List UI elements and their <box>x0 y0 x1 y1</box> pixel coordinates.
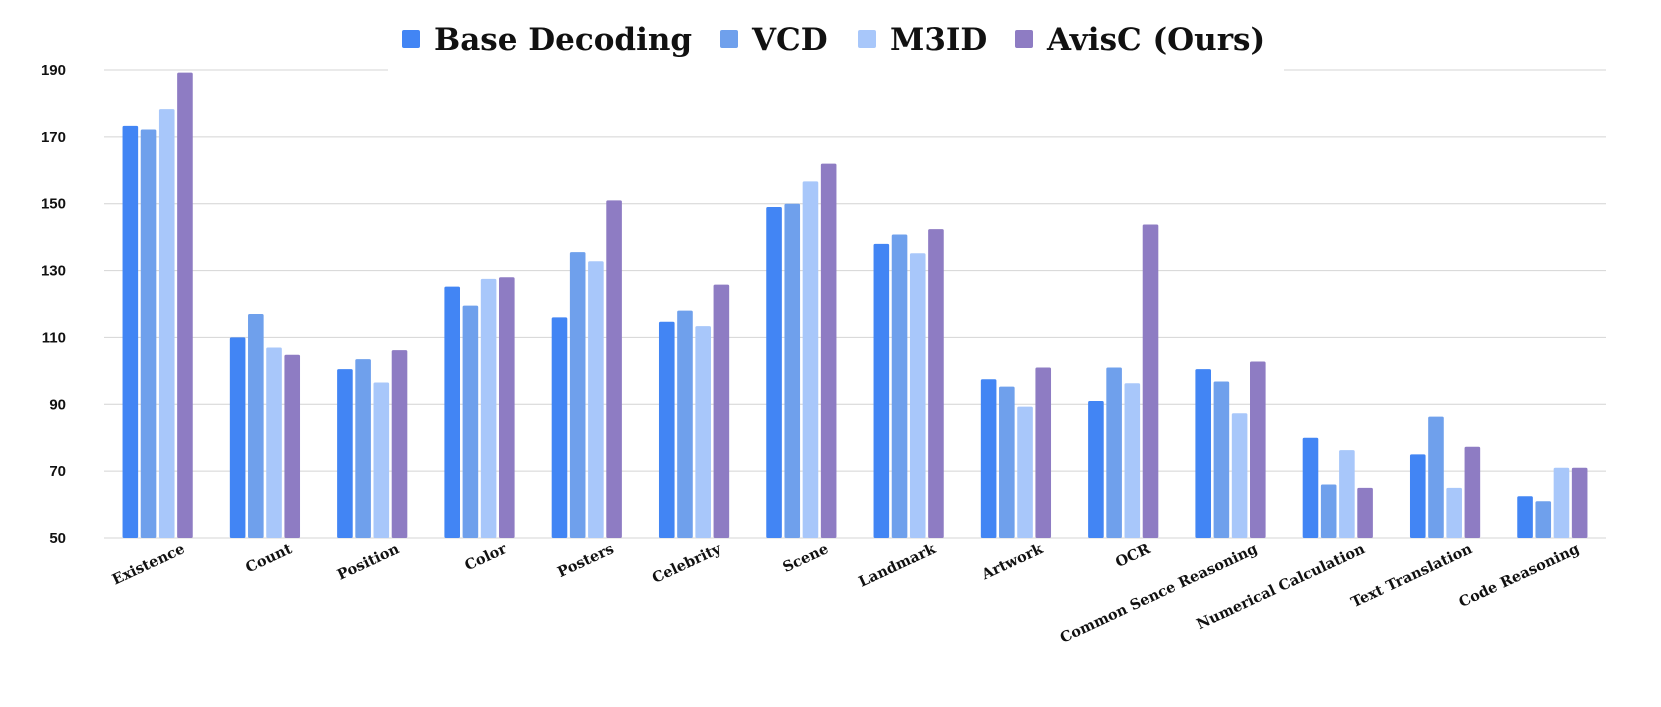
bar <box>1446 487 1462 538</box>
bar <box>373 382 390 538</box>
bar <box>873 243 890 539</box>
x-tick-label: Common Sence Reasoning <box>1057 540 1260 647</box>
legend-swatch <box>1015 30 1033 48</box>
gridlines <box>104 69 1606 539</box>
legend-label: VCD <box>751 22 828 58</box>
x-tick-label: Position <box>335 540 403 584</box>
bar <box>1535 501 1552 538</box>
bar <box>355 359 371 538</box>
bar <box>1409 454 1426 538</box>
bar <box>677 310 693 538</box>
bar <box>284 354 301 538</box>
x-tick-label: Numerical Calculation <box>1194 540 1368 633</box>
bar <box>248 314 264 538</box>
bar <box>1106 367 1122 538</box>
bar <box>499 277 515 538</box>
x-tick-label: Color <box>462 540 509 574</box>
bar <box>909 253 926 538</box>
bar <box>1320 484 1337 538</box>
y-tick-label: 170 <box>41 129 66 146</box>
bars <box>122 72 1588 539</box>
bar <box>695 326 711 538</box>
bar <box>1553 467 1570 538</box>
bar <box>1357 487 1373 538</box>
bar <box>606 200 622 538</box>
x-tick-label: Code Reasoning <box>1456 540 1582 611</box>
bar <box>177 72 193 538</box>
bar <box>229 337 246 538</box>
bar <box>1339 450 1355 538</box>
legend: Base Decoding VCD M3ID AvisC (Ours) <box>388 20 1284 80</box>
x-axis-ticks: Existence Count Position Color Posters Celebr… <box>110 540 1582 647</box>
bar <box>999 386 1015 538</box>
y-tick-label: 190 <box>41 62 66 79</box>
legend-label: M3ID <box>890 22 987 58</box>
x-tick-label: Posters <box>555 540 617 581</box>
bar <box>1250 361 1266 538</box>
bar <box>551 317 568 538</box>
y-tick-label: 110 <box>42 329 66 346</box>
y-tick-label: 90 <box>49 396 66 413</box>
bar <box>1302 437 1319 538</box>
legend-swatch <box>858 30 876 48</box>
bar <box>820 163 837 538</box>
x-tick-label: Artwork <box>978 540 1046 584</box>
x-tick-label: OCR <box>1113 540 1154 571</box>
legend-swatch <box>720 30 738 48</box>
bar <box>588 261 604 538</box>
bar <box>480 278 497 538</box>
y-tick-label: 150 <box>41 196 66 213</box>
bar <box>1088 400 1104 538</box>
y-axis-ticks: 50 70 90 110 130 150 170 190 <box>41 62 66 547</box>
y-tick-label: 130 <box>41 263 66 280</box>
bar <box>784 203 801 538</box>
bar <box>980 379 997 538</box>
bar <box>122 125 139 538</box>
x-tick-label: Count <box>243 540 295 576</box>
bar <box>337 369 353 538</box>
bar <box>140 129 157 538</box>
bar <box>1231 413 1248 538</box>
bar <box>391 350 408 538</box>
x-tick-label: Celebrity <box>650 540 725 587</box>
bar <box>1035 367 1052 538</box>
bar <box>1017 406 1033 538</box>
bar <box>1124 383 1141 538</box>
bar <box>444 286 460 538</box>
bar <box>891 234 908 538</box>
y-tick-label: 50 <box>49 530 66 547</box>
bar <box>1195 369 1211 538</box>
bar <box>928 229 944 538</box>
bar <box>266 347 282 538</box>
legend-label: AvisC (Ours) <box>1046 22 1265 58</box>
x-tick-label: Landmark <box>856 540 939 591</box>
bar <box>1517 496 1533 538</box>
bar <box>658 321 675 538</box>
bar <box>462 305 479 538</box>
bar <box>1571 467 1588 538</box>
bar <box>802 181 819 538</box>
legend-swatch <box>402 30 420 48</box>
x-tick-label: Scene <box>780 540 831 576</box>
bar <box>713 284 730 538</box>
legend-background <box>388 20 1284 80</box>
bar <box>158 109 175 539</box>
bar <box>1142 224 1159 538</box>
x-tick-label: Existence <box>110 540 188 588</box>
bar <box>1428 416 1444 538</box>
bar <box>1464 446 1481 538</box>
legend-label: Base Decoding <box>434 22 692 58</box>
y-tick-label: 70 <box>49 463 66 480</box>
bar <box>1213 381 1230 538</box>
x-tick-label: Text Translation <box>1348 540 1475 611</box>
bar <box>766 207 782 539</box>
bar <box>569 252 586 538</box>
